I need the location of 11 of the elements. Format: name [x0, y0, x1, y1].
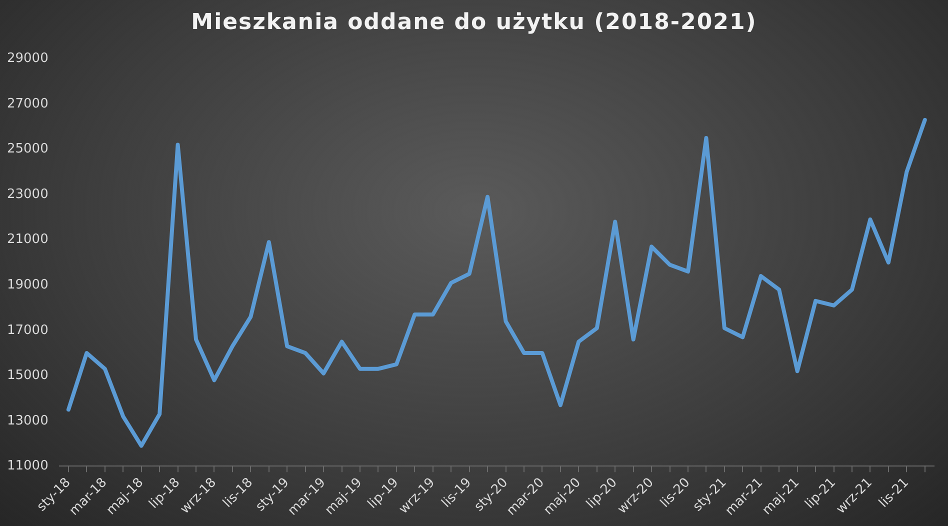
chart-title: Mieszkania oddane do użytku (2018-2021): [190, 10, 758, 35]
y-tick-label: 21000: [6, 232, 48, 248]
y-tick-label: 17000: [6, 322, 48, 338]
y-tick-label: 13000: [6, 413, 48, 428]
y-tick-label: 19000: [6, 277, 48, 292]
y-tick-label: 27000: [6, 96, 48, 112]
y-tick-label: 29000: [6, 51, 48, 66]
y-tick-label: 23000: [6, 186, 48, 202]
y-tick-label: 15000: [6, 368, 48, 384]
y-tick-label: 25000: [6, 142, 48, 157]
y-tick-label: 11000: [6, 458, 48, 474]
